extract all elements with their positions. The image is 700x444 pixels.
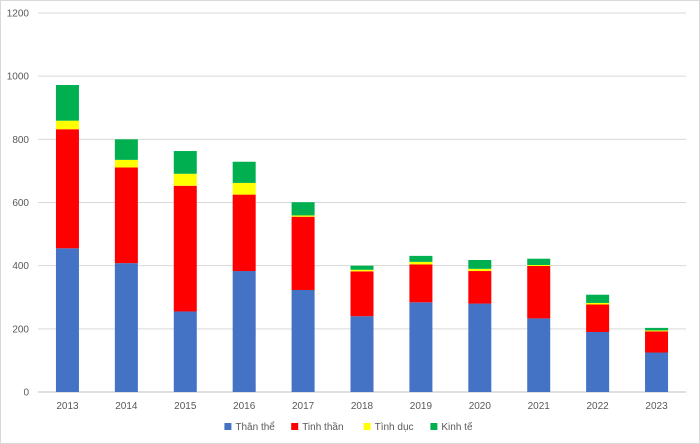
y-tick-label: 1200 [7,9,30,20]
legend-label: Kinh tế [441,421,473,433]
bar-segment-2023-Tình-dục [645,330,669,332]
bar-segment-2020-Kinh-tế [468,259,492,269]
bar-segment-2016-Tinh-thần [232,194,256,272]
y-tick-label: 600 [12,198,29,209]
bar-segment-2014-Tinh-thần [114,167,138,264]
bar-segment-2013-Kinh-tế [55,85,79,121]
y-tick-label: 400 [12,261,29,272]
bar-segment-2017-Tình-dục [291,215,315,217]
bar-segment-2016-Kinh-tế [232,161,256,183]
gridlines [38,12,686,393]
bar-segment-2016-Thân-thể [232,271,256,392]
bar-segment-2013-Tinh-thần [55,129,79,249]
legend-swatch-Kinh-tế [430,423,438,430]
bar-segment-2021-Tinh-thần [527,265,551,319]
x-tick-label: 2020 [469,401,492,412]
bar-segment-2020-Tinh-thần [468,271,492,304]
legend-swatch-Thân-thể [224,423,232,430]
bar-segment-2021-Thân-thể [527,318,551,392]
bar-segment-2020-Tình-dục [468,268,492,272]
bar-segment-2013-Tình-dục [55,120,79,130]
x-tick-label: 2022 [587,401,610,412]
y-tick-label: 0 [23,388,29,399]
bar-segment-2015-Thân-thể [173,311,197,392]
bar-segment-2013-Thân-thể [55,248,79,392]
bar-segment-2023-Tinh-thần [645,331,669,353]
legend-label: Thân thể [235,421,275,433]
bar-segment-2018-Tình-dục [350,269,374,272]
bar-segment-2021-Kinh-tế [527,258,551,266]
bar-segment-2015-Kinh-tế [173,151,197,174]
x-tick-label: 2017 [292,401,315,412]
bar-segment-2018-Kinh-tế [350,265,374,270]
x-tick-label: 2014 [115,401,138,412]
x-tick-label: 2018 [351,401,374,412]
bar-segment-2017-Tinh-thần [291,216,315,290]
bar-segment-2022-Thân-thể [586,331,610,392]
x-tick-label: 2013 [56,401,79,412]
y-tick-label: 800 [12,135,29,146]
x-tick-label: 2015 [174,401,197,412]
legend-swatch-Tình-dục [363,423,371,430]
bar-segment-2019-Tình-dục [409,261,433,265]
legend-label: Tình dục [375,422,414,433]
bar-segment-2016-Tình-dục [232,182,256,195]
bar-segment-2023-Thân-thể [645,352,669,392]
y-tick-label: 1000 [7,72,30,83]
bar-segment-2023-Kinh-tế [645,327,669,331]
bars [55,85,669,392]
bar-segment-2014-Tình-dục [114,159,138,168]
y-tick-label: 200 [12,324,29,335]
bar-segment-2019-Kinh-tế [409,255,433,262]
x-axis-ticks: 2013 2014 2015 2016 2017 2018 2019 2020 2021 2022… [56,401,668,412]
x-tick-label: 2021 [528,401,551,412]
bar-segment-2017-Thân-thể [291,289,315,392]
bar-segment-2019-Tinh-thần [409,264,433,303]
bar-segment-2015-Tình-dục [173,173,197,186]
bar-segment-2018-Thân-thể [350,316,374,392]
x-tick-label: 2023 [645,401,668,412]
bar-segment-2021-Tình-dục [527,265,551,266]
legend: Thân thể Tinh thần Tình dục Kinh tế [224,421,473,433]
bar-segment-2020-Thân-thể [468,303,492,392]
y-axis-ticks: 0 200 400 600 800 1000 1200 [7,9,30,399]
bar-segment-2018-Tinh-thần [350,271,374,317]
bar-segment-2022-Kinh-tế [586,294,610,303]
bar-segment-2019-Thân-thể [409,302,433,392]
legend-swatch-Tinh-thần [291,423,299,430]
bar-segment-2015-Tinh-thần [173,185,197,312]
bar-segment-2022-Tình-dục [586,302,610,305]
bar-segment-2014-Kinh-tế [114,139,138,160]
bar-segment-2022-Tinh-thần [586,304,610,332]
bar-segment-2014-Thân-thể [114,263,138,392]
bar-segment-2017-Kinh-tế [291,202,315,216]
x-tick-label: 2019 [410,401,433,412]
x-tick-label: 2016 [233,401,256,412]
legend-label: Tinh thần [302,421,343,433]
